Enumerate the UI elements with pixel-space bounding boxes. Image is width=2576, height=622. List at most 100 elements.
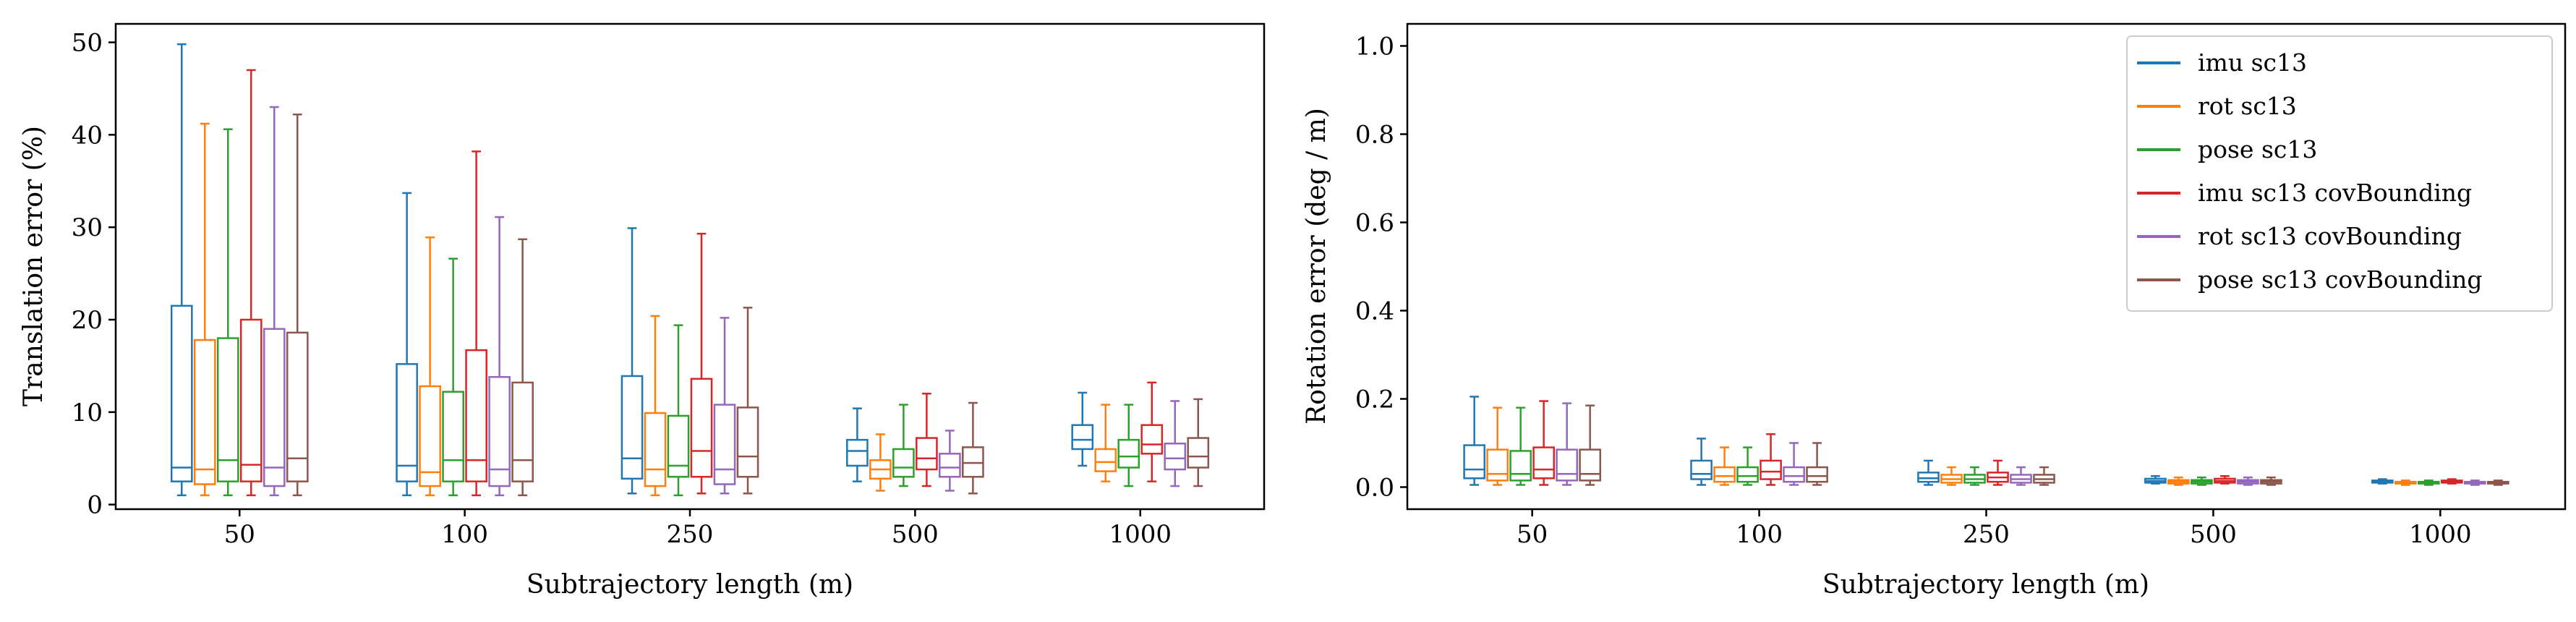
iqr-box — [962, 446, 984, 478]
x-tick-label: 250 — [667, 520, 714, 549]
x-tick-label: 50 — [1517, 520, 1548, 549]
box-500 — [2167, 476, 2190, 486]
iqr-box — [419, 385, 441, 487]
iqr-box — [1463, 444, 1485, 480]
box-1000 — [2464, 480, 2486, 486]
box-50 — [1532, 400, 1555, 486]
box-500 — [939, 430, 961, 492]
iqr-box — [1579, 448, 1601, 482]
legend: imu sc13 rot sc13 pose sc13 imu sc13 covBou… — [2126, 35, 2553, 312]
box-250 — [713, 317, 736, 495]
y-tick-label: 30 — [72, 213, 103, 242]
iqr-box — [1532, 446, 1555, 480]
box-1000 — [2441, 478, 2463, 485]
y-axis-label: Rotation error (deg / m) — [1302, 108, 1331, 425]
legend-label: pose sc13 covBounding — [2198, 265, 2483, 294]
box-100 — [511, 238, 534, 497]
x-tick-label: 1000 — [2409, 520, 2472, 549]
box-50 — [239, 69, 263, 497]
iqr-box — [1164, 443, 1187, 471]
iqr-box — [216, 337, 239, 482]
box-1000 — [1094, 404, 1117, 482]
box-500 — [2191, 476, 2213, 486]
series-2 — [216, 128, 1140, 497]
iqr-box — [442, 391, 464, 482]
iqr-box — [1140, 424, 1164, 455]
box-500 — [869, 433, 892, 492]
iqr-box — [1917, 472, 1940, 483]
series-5 — [1579, 404, 2509, 486]
y-tick-label: 1.0 — [1355, 33, 1394, 61]
x-tick-label: 500 — [892, 520, 939, 549]
x-tick-label: 50 — [224, 520, 255, 549]
translation-error-panel: 0 10 20 30 40 50 50 100 250 500 1000 Subtrajectory… — [19, 22, 1266, 600]
box-250 — [667, 324, 690, 497]
y-tick-label: 0.8 — [1355, 121, 1394, 150]
x-axis-label: Subtrajectory length (m) — [526, 570, 853, 600]
iqr-box — [1486, 448, 1509, 482]
iqr-box — [1713, 466, 1736, 483]
box-50 — [1463, 396, 1485, 486]
x-tick-label: 100 — [1736, 520, 1783, 549]
legend-item: pose sc13 — [2137, 135, 2317, 163]
iqr-box — [1806, 466, 1828, 483]
x-tick-label: 500 — [2190, 520, 2237, 549]
series-5 — [286, 114, 1210, 497]
legend-item: rot sc13 covBounding — [2137, 222, 2462, 250]
box-250 — [620, 227, 644, 495]
iqr-box — [1783, 466, 1805, 483]
box-250 — [736, 307, 759, 495]
x-tick-label: 100 — [441, 520, 488, 549]
box-50 — [1486, 406, 1509, 486]
box-50 — [1509, 406, 1532, 486]
box-500 — [962, 401, 984, 495]
y-tick-label: 10 — [72, 399, 103, 427]
y-tick-label: 50 — [72, 29, 103, 58]
series-3 — [1532, 400, 2463, 486]
box-500 — [2144, 475, 2167, 485]
y-tick-label: 0.0 — [1355, 474, 1394, 503]
box-100 — [1760, 433, 1782, 486]
box-50 — [193, 122, 216, 497]
box-250 — [1940, 466, 1963, 486]
legend-label: rot sc13 — [2198, 92, 2297, 120]
iqr-box — [1690, 459, 1713, 480]
box-1000 — [1117, 404, 1140, 487]
box-1000 — [2371, 478, 2394, 485]
box-1000 — [2418, 480, 2440, 486]
legend-item: rot sc13 — [2137, 92, 2297, 120]
box-250 — [644, 315, 667, 497]
box-100 — [419, 236, 441, 497]
series-2 — [1509, 406, 2440, 486]
plot-frame — [114, 22, 1266, 511]
box-50 — [170, 43, 193, 497]
series-1 — [193, 122, 1117, 497]
box-100 — [1736, 446, 1759, 486]
y-tick-label: 20 — [72, 306, 103, 335]
legend-label: imu sc13 covBounding — [2198, 179, 2472, 207]
iqr-box — [286, 331, 309, 482]
box-500 — [916, 392, 938, 487]
rotation-error-panel: 0.0 0.2 0.4 0.6 0.8 1.0 50 100 250 500 1000 Subtra… — [1302, 22, 2567, 600]
iqr-box — [239, 318, 263, 482]
box-1000 — [2487, 480, 2509, 486]
box-50 — [1579, 404, 1601, 486]
box-1000 — [1164, 400, 1187, 487]
box-500 — [2260, 476, 2282, 486]
iqr-box — [1509, 450, 1532, 482]
iqr-box — [690, 378, 713, 478]
iqr-box — [736, 406, 759, 478]
x-axis-label: Subtrajectory length (m) — [1822, 570, 2149, 600]
box-100 — [1806, 442, 1828, 486]
iqr-box — [939, 453, 961, 478]
box-500 — [846, 407, 869, 482]
y-tick-label: 0 — [87, 491, 103, 520]
iqr-box — [1556, 448, 1578, 482]
iqr-box — [465, 349, 487, 482]
legend-frame — [2126, 35, 2553, 312]
iqr-box — [846, 438, 869, 467]
series-4 — [263, 106, 1187, 497]
box-1000 — [1071, 391, 1094, 467]
y-tick-label: 0.2 — [1355, 385, 1394, 414]
